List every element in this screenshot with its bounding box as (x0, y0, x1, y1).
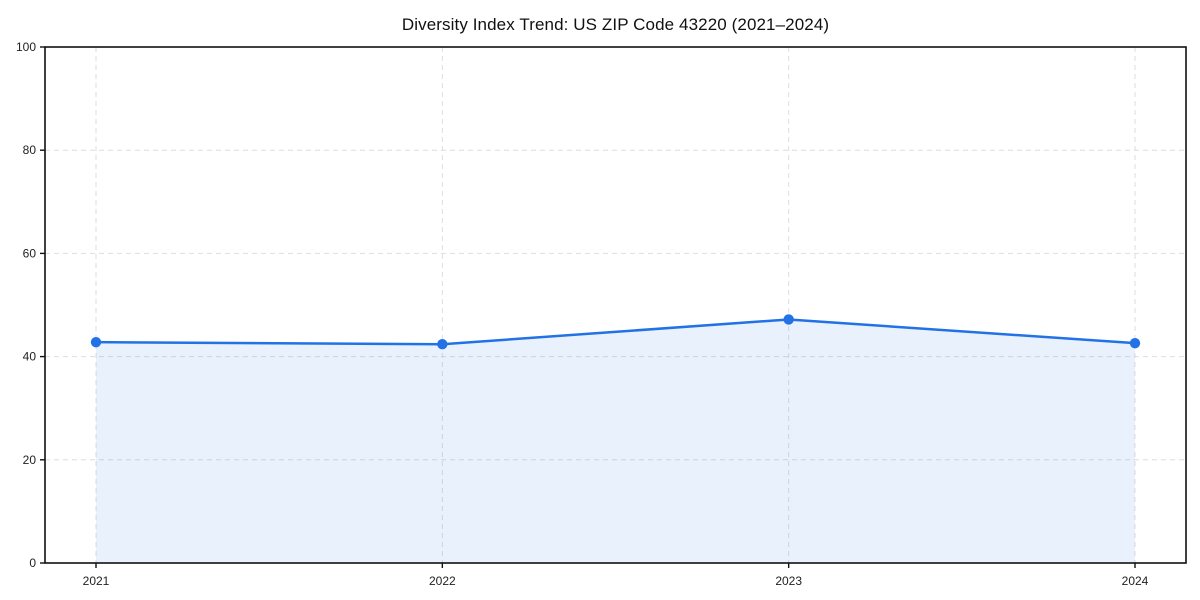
data-point (1129, 337, 1141, 349)
x-tick-label: 2023 (775, 574, 802, 588)
y-tick-label: 40 (23, 350, 37, 364)
trend-line (94, 318, 1137, 346)
y-tick-label: 0 (29, 556, 36, 570)
x-tick-label: 2022 (429, 574, 456, 588)
y-tick-label: 60 (23, 246, 37, 260)
x-tick-label: 2024 (1122, 574, 1149, 588)
data-point (783, 314, 794, 325)
y-tick-label: 80 (23, 143, 37, 157)
plot-border (44, 46, 1187, 564)
chart-title: Diversity Index Trend: US ZIP Code 43220… (401, 15, 830, 34)
y-tick-label: 20 (23, 453, 37, 467)
y-tick-label: 100 (16, 40, 36, 54)
data-point (90, 336, 102, 348)
x-tick-label: 2021 (83, 574, 110, 588)
data-point (437, 339, 448, 350)
area-fill (96, 319, 1135, 563)
